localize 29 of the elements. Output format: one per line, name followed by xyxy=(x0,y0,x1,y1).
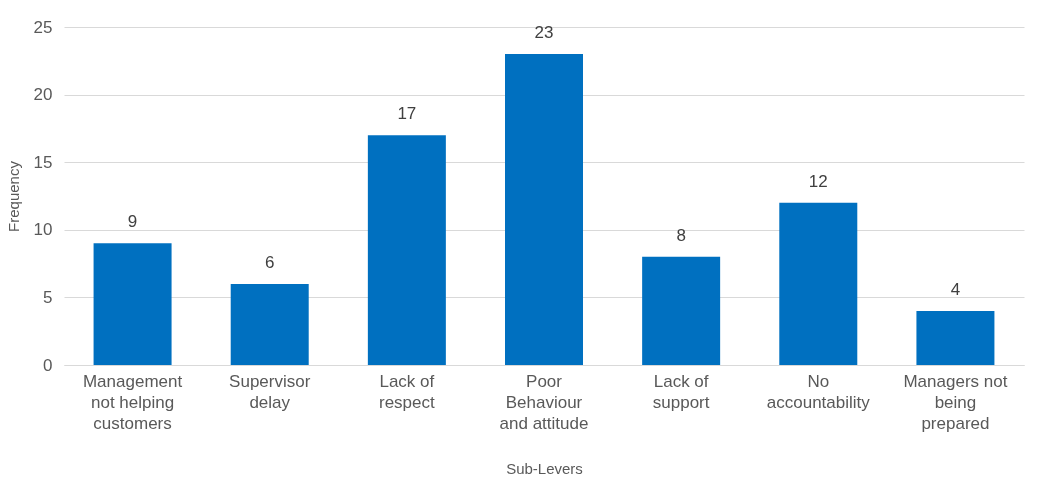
y-tick-label: 25 xyxy=(33,17,53,37)
x-tick-label: Lack of support xyxy=(652,371,710,412)
x-tick-label: No accountability xyxy=(766,371,871,412)
data-label: 23 xyxy=(534,23,554,43)
x-tick-label: Managers not being prepared xyxy=(903,371,1008,433)
x-tick-label: Lack of respect xyxy=(378,371,436,412)
data-label: 4 xyxy=(950,279,961,299)
data-label: 12 xyxy=(808,171,828,191)
x-axis-title: Sub-Levers xyxy=(506,459,583,477)
data-label: 9 xyxy=(127,212,138,232)
bar xyxy=(779,202,858,365)
data-label: 6 xyxy=(264,252,275,272)
y-axis-title: Frequency xyxy=(4,160,22,232)
data-label: 17 xyxy=(397,104,417,124)
bar xyxy=(642,256,721,365)
y-tick-label: 5 xyxy=(43,287,53,307)
x-tick-label: Management not helping customers xyxy=(82,371,183,433)
y-tick-label: 20 xyxy=(33,85,53,105)
bar xyxy=(505,54,583,365)
y-tick-label: 15 xyxy=(33,152,53,172)
bar xyxy=(367,135,446,365)
y-tick-label: 0 xyxy=(43,355,53,375)
bar xyxy=(916,310,995,365)
data-label: 8 xyxy=(676,225,686,245)
bar xyxy=(93,243,172,365)
y-tick-label: 10 xyxy=(33,220,53,240)
x-tick-label: Poor Behaviour and attitude xyxy=(499,371,589,433)
x-tick-label: Supervisor delay xyxy=(229,371,311,412)
bar xyxy=(230,283,309,365)
